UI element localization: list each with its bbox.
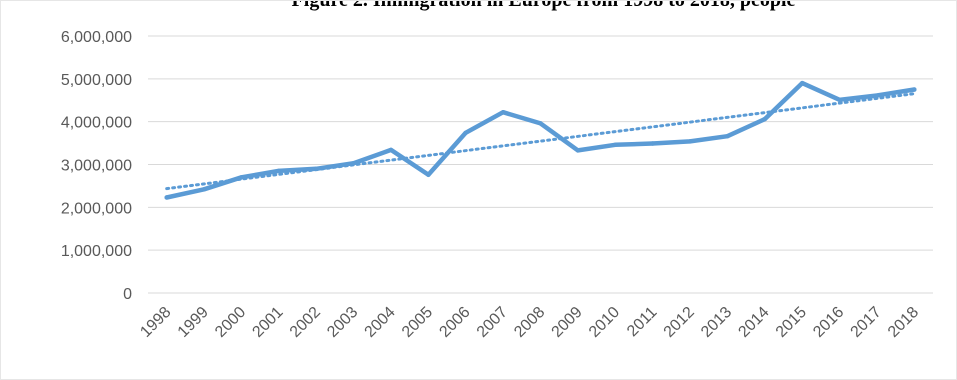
x-tick-label: 2002 <box>287 304 324 341</box>
data-point <box>463 130 468 136</box>
x-tick-label: 2012 <box>661 304 698 341</box>
y-tick-label: 3,000,000 <box>61 158 132 175</box>
x-tick-label: 2009 <box>549 304 586 341</box>
data-point <box>687 139 693 144</box>
x-tick-label: 2004 <box>362 304 399 341</box>
data-point <box>201 187 207 192</box>
data-point <box>164 195 169 200</box>
data-point <box>650 141 655 146</box>
y-tick-label: 6,000,000 <box>61 29 132 46</box>
data-point <box>613 142 618 147</box>
data-point <box>837 97 842 103</box>
data-point <box>912 87 917 92</box>
y-tick-label: 0 <box>123 286 132 303</box>
x-tick-label: 2000 <box>212 304 249 341</box>
data-point <box>351 161 356 166</box>
data-point <box>538 121 543 126</box>
data-point <box>388 147 394 153</box>
x-tick-label: 2018 <box>885 304 922 341</box>
x-tick-label: 1998 <box>137 304 174 341</box>
data-point <box>799 80 805 86</box>
y-tick-label: 5,000,000 <box>61 72 132 89</box>
x-tick-label: 2005 <box>399 304 436 341</box>
x-tick-label: 2014 <box>735 304 772 341</box>
x-tick-label: 2003 <box>324 304 361 341</box>
x-tick-label: 2013 <box>698 304 735 341</box>
data-point <box>874 93 880 98</box>
data-point <box>314 166 319 171</box>
x-tick-label: 2008 <box>511 304 548 341</box>
x-tick-label: 2010 <box>586 304 623 341</box>
data-point <box>276 168 282 174</box>
data-point <box>239 175 244 180</box>
x-tick-label: 2006 <box>436 304 473 341</box>
x-tick-label: 1999 <box>175 304 212 341</box>
data-point <box>575 148 581 153</box>
data-point <box>426 172 431 177</box>
data-point <box>500 110 506 115</box>
x-tick-label: 2001 <box>249 304 286 341</box>
x-tick-label: 2015 <box>773 304 810 341</box>
data-point <box>725 134 730 139</box>
y-tick-label: 4,000,000 <box>61 115 132 132</box>
x-tick-label: 2016 <box>810 304 847 341</box>
y-tick-label: 1,000,000 <box>61 243 132 260</box>
trendline <box>165 92 916 191</box>
chart-title: Figure 2. Immigration in Europe from 199… <box>291 0 796 11</box>
x-tick-label: 2011 <box>624 304 660 340</box>
y-tick-label: 2,000,000 <box>61 200 132 217</box>
data-point <box>762 116 767 122</box>
x-tick-label: 2007 <box>474 304 511 341</box>
x-tick-label: 2017 <box>848 304 885 341</box>
